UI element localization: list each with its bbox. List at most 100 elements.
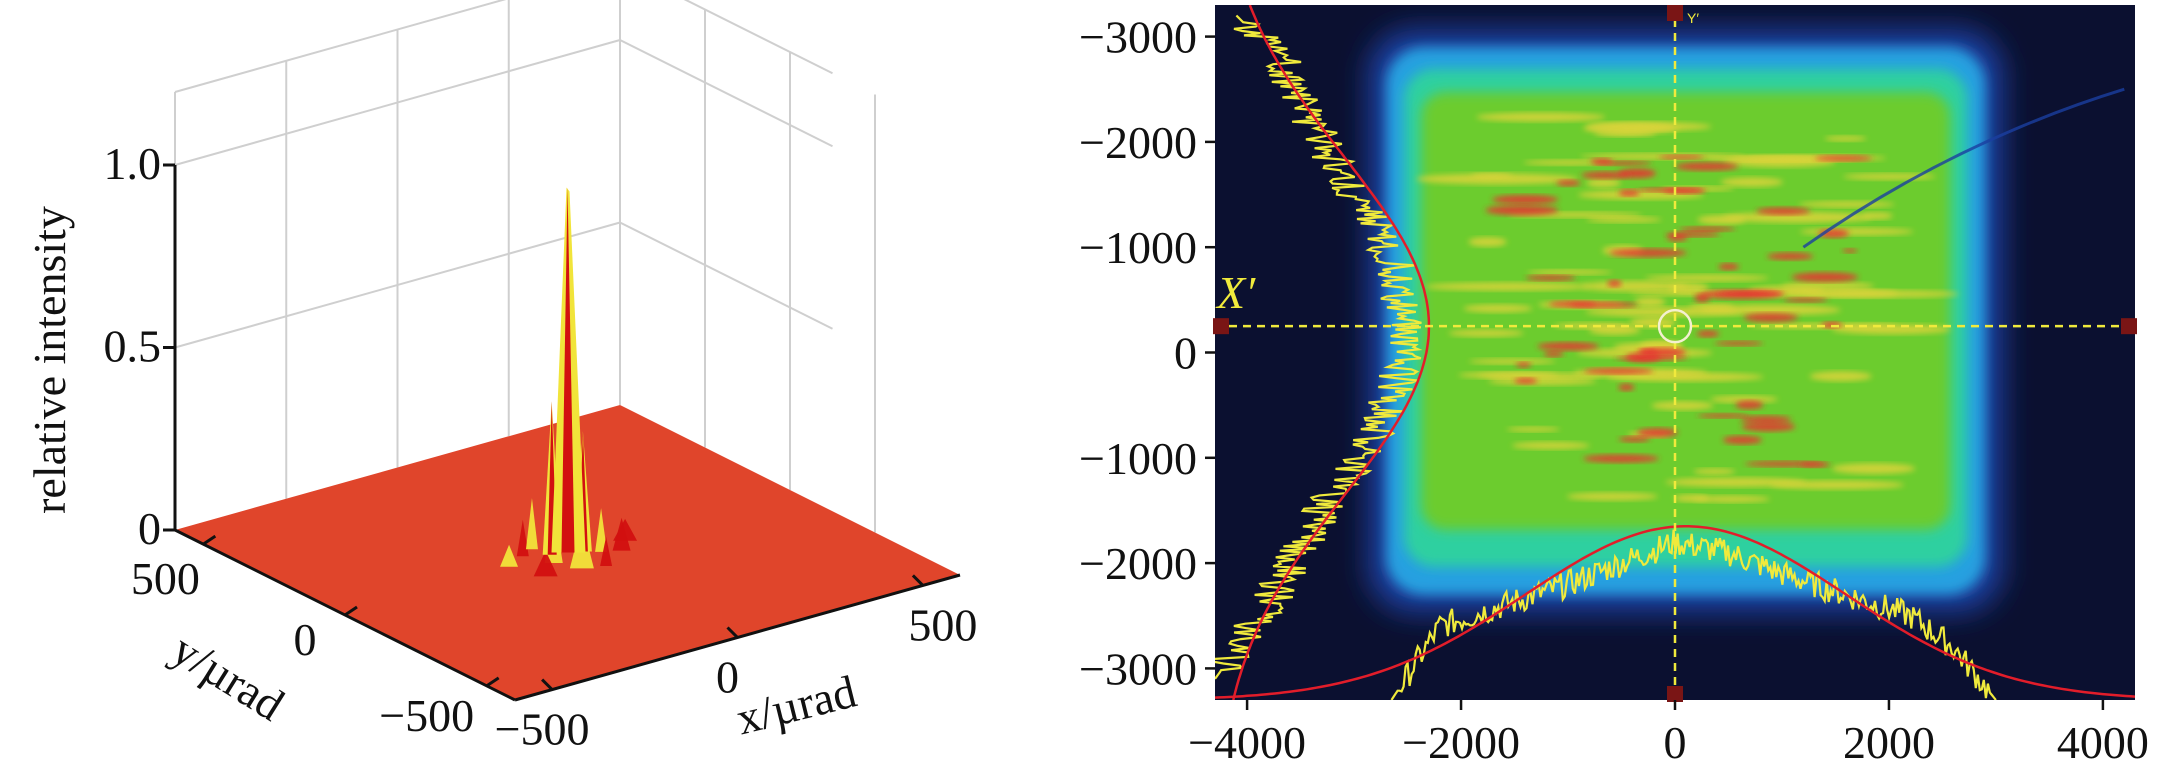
beam-streak — [1581, 281, 1687, 292]
beam-streak — [1586, 216, 1662, 223]
beam-streak — [1470, 173, 1513, 179]
beam-hot-streak — [1767, 252, 1814, 260]
beam-hot-streak — [1640, 347, 1687, 358]
z-tick-label: 0.5 — [104, 321, 162, 372]
beam-hot-streak — [1783, 297, 1829, 303]
beam-hot-streak — [1537, 342, 1600, 351]
x-axis-label: x/µrad — [731, 666, 861, 745]
beam-hot-streak — [1618, 189, 1640, 197]
y-tick-label: −3000 — [1079, 12, 1197, 63]
beam-streak — [1693, 468, 1736, 475]
x-tick-label: 4000 — [2057, 717, 2149, 768]
beam-hot-streak — [1666, 234, 1688, 242]
y-tick-label: −3000 — [1079, 643, 1197, 694]
peak-ripple — [516, 519, 529, 557]
beam-hot-streak — [1636, 428, 1678, 437]
beam-hot-streak — [1543, 350, 1564, 357]
beam-streak — [1665, 477, 1807, 487]
beam-streak — [1506, 426, 1560, 432]
beam-hot-streak — [1740, 415, 1792, 424]
beam-streak — [1566, 492, 1658, 501]
beam-hot-streak — [1514, 377, 1538, 384]
y-tick — [344, 605, 358, 617]
z-tick-label: 1.0 — [104, 138, 162, 189]
surface-grid — [174, 0, 876, 533]
vertical-profile — [1215, 14, 1423, 680]
beam-hot-streak — [1618, 436, 1651, 442]
beam-streak — [1720, 177, 1784, 187]
x-tick-label: 0 — [1664, 717, 1687, 768]
beam-streak — [1463, 304, 1533, 313]
beam-hot-streak — [1722, 435, 1762, 445]
beam-streak — [1861, 212, 1893, 220]
beam-streak — [1798, 201, 1895, 208]
crosshair-x-label: X′ — [1215, 267, 1256, 318]
vertical-gaussian-fit — [1232, 5, 1431, 700]
beam-streak — [1478, 372, 1604, 379]
peak-ripple — [500, 544, 519, 567]
beam-streak — [1831, 463, 1916, 474]
crosshair-markers — [1213, 5, 2137, 702]
z-tick-label: 0 — [138, 503, 161, 554]
crosshair-marker — [1667, 5, 1683, 21]
beam-hot-streak — [1714, 341, 1763, 346]
peak-ripple — [533, 550, 558, 577]
y-tick-label: −1000 — [1079, 433, 1197, 484]
beam-hot-streak — [1609, 248, 1687, 257]
y-axis-label: y/µrad — [163, 623, 293, 730]
beam-streak — [1804, 290, 1959, 298]
peak-ripple — [613, 518, 638, 541]
peak-ripple — [600, 536, 613, 566]
beam-heatmap-chart: X′ Y′ −4000 −2000 0 2000 4000 −3000 −2000 −1000… — [1079, 5, 2149, 768]
beam-hot-streak — [1607, 280, 1622, 287]
beam-streak — [1799, 227, 1914, 236]
beam-streak — [1809, 371, 1872, 382]
y-tick — [202, 534, 217, 546]
beam-hot-streak — [1658, 155, 1705, 160]
beam-hot-streak — [1741, 421, 1796, 432]
beam-hot-streak — [1525, 275, 1576, 281]
y-tick-label: −2000 — [1079, 117, 1197, 168]
side-wall-grid-line — [683, 0, 833, 75]
beam-streak — [1644, 274, 1769, 282]
beam-hot-streak — [1697, 413, 1750, 418]
beam-streak — [1416, 173, 1578, 185]
z-axis-label: relative intensity — [24, 206, 75, 514]
beam-hot-streak — [1718, 291, 1786, 296]
beam-hot-streak — [1743, 313, 1799, 322]
beam-hot-streak — [1636, 187, 1704, 193]
back-wall-grid-line — [174, 39, 621, 166]
beam-hot-streak — [1590, 158, 1614, 165]
beam-streak — [1723, 156, 1836, 168]
side-wall-grid-line — [619, 221, 833, 330]
y-tick-label: 0 — [294, 614, 317, 665]
beam-streak — [1511, 441, 1590, 450]
crosshair-marker — [2121, 318, 2137, 335]
beam-hot-streak — [1842, 248, 1858, 253]
beam-streak — [1488, 377, 1597, 385]
crosshair-y-label: Y′ — [1687, 10, 1699, 26]
x-tick-label: 500 — [908, 599, 977, 650]
x-tick-label: 0 — [716, 652, 739, 703]
y-tick-label: −2000 — [1079, 538, 1197, 589]
crosshair — [1215, 5, 2135, 700]
back-wall-grid-line — [174, 0, 507, 93]
beam-hot-streak — [1615, 356, 1688, 361]
beam-streak — [1468, 358, 1556, 365]
beam-hot-streak — [1800, 462, 1831, 468]
beam-streak — [1651, 401, 1714, 411]
beam-hot-streak — [1581, 171, 1630, 179]
beam-intensity-map — [1368, 29, 2125, 613]
y-tick — [485, 676, 500, 688]
beam-hot-streak — [1735, 400, 1764, 410]
beam-streak — [1448, 329, 1524, 337]
beam-streak — [1693, 495, 1770, 503]
beam-hot-streak — [1814, 155, 1873, 162]
beam-streak — [1527, 269, 1612, 275]
beam-hot-streak — [1791, 272, 1859, 282]
beam-hot-streak — [1569, 301, 1639, 308]
side-wall-grid-line — [619, 39, 833, 148]
back-wall-grid-line — [174, 221, 621, 349]
crosshair-marker — [1213, 318, 1229, 335]
